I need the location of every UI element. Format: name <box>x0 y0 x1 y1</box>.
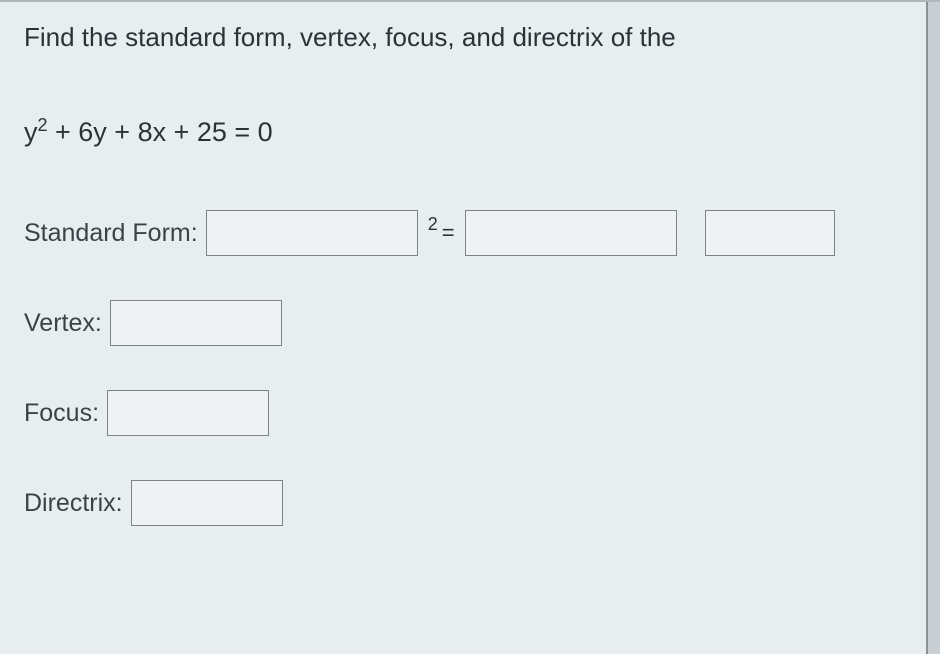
standard-form-input-2[interactable] <box>465 210 677 256</box>
question-container: Find the standard form, vertex, focus, a… <box>0 2 940 546</box>
equation-rest: + 6y + 8x + 25 = 0 <box>48 117 273 147</box>
vertex-row: Vertex: <box>24 300 916 346</box>
standard-form-input-1[interactable] <box>206 210 418 256</box>
standard-form-label: Standard Form: <box>24 219 198 248</box>
standard-form-equals: = <box>442 220 455 246</box>
focus-row: Focus: <box>24 390 916 436</box>
focus-input[interactable] <box>107 390 269 436</box>
vertex-input[interactable] <box>110 300 282 346</box>
vertex-label: Vertex: <box>24 309 102 338</box>
equation-exponent: 2 <box>38 115 48 135</box>
right-edge-border <box>926 2 940 654</box>
standard-form-row: Standard Form: 2 = <box>24 210 916 256</box>
standard-form-mid-text: 2 = <box>428 220 455 246</box>
equation: y2 + 6y + 8x + 25 = 0 <box>24 115 916 148</box>
standard-form-input-3[interactable] <box>705 210 835 256</box>
equation-var: y <box>24 117 38 147</box>
directrix-row: Directrix: <box>24 480 916 526</box>
question-prompt: Find the standard form, vertex, focus, a… <box>24 22 916 53</box>
directrix-label: Directrix: <box>24 489 123 518</box>
directrix-input[interactable] <box>131 480 283 526</box>
standard-form-squared: 2 <box>428 214 438 235</box>
focus-label: Focus: <box>24 399 99 428</box>
